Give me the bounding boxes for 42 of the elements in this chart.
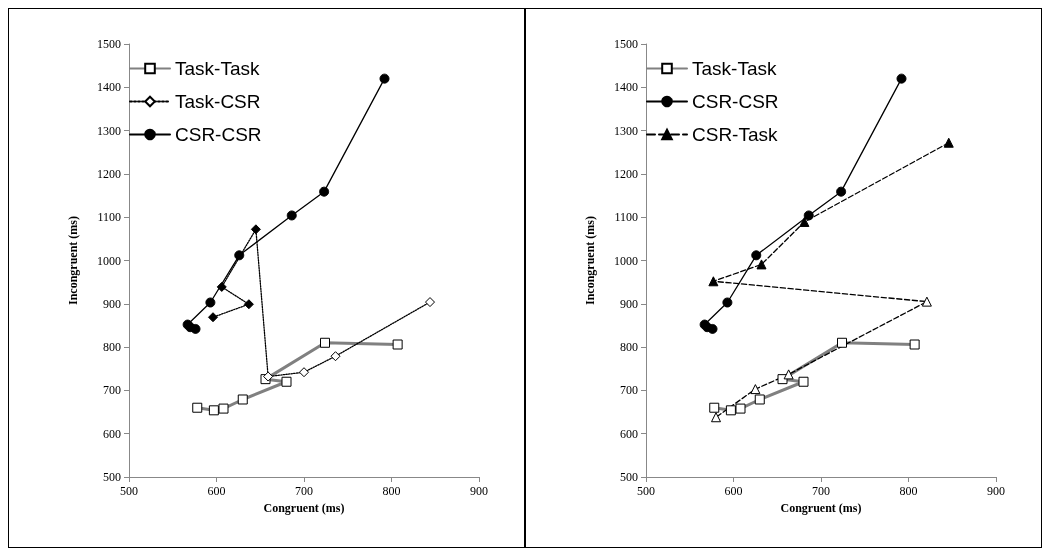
y-tick-label: 800 — [103, 340, 121, 355]
legend-label: CSR-CSR — [175, 124, 262, 145]
y-tick-label: 600 — [103, 426, 121, 441]
y-tick-label: 1000 — [97, 253, 121, 268]
y-tick-label: 600 — [620, 426, 638, 441]
y-tick-label: 700 — [103, 383, 121, 398]
x-axis-title: Congruent (ms) — [263, 501, 345, 515]
x-tick-label: 600 — [724, 484, 743, 498]
x-tick-label: 500 — [637, 484, 655, 498]
y-tick-label: 900 — [620, 296, 638, 311]
y-tick-label: 1300 — [97, 123, 121, 138]
y-tick-label: 1400 — [97, 80, 121, 95]
y-tick-label: 800 — [620, 340, 638, 355]
x-tick-label: 900 — [470, 484, 488, 498]
legend-label: Task-Task — [692, 58, 777, 79]
y-axis-title: Incongruent (ms) — [583, 216, 597, 305]
x-tick-label: 700 — [295, 484, 313, 498]
y-tick-label: 1400 — [614, 80, 638, 95]
y-tick-label: 1300 — [614, 123, 638, 138]
legend-label: CSR-Task — [692, 124, 779, 145]
x-tick-label: 500 — [120, 484, 138, 498]
y-tick-label: 500 — [103, 470, 121, 484]
y-tick-label: 500 — [620, 470, 638, 484]
y-tick-label: 1500 — [614, 37, 638, 51]
x-tick-label: 900 — [987, 484, 1005, 498]
y-tick-label: 1100 — [97, 210, 121, 225]
y-tick-label: 1100 — [614, 210, 638, 225]
x-tick-label: 600 — [207, 484, 226, 498]
legend-label: CSR-CSR — [692, 91, 779, 112]
legend-label: Task-CSR — [175, 91, 261, 112]
y-tick-label: 700 — [620, 383, 638, 398]
y-tick-label: 1200 — [614, 166, 638, 181]
x-tick-label: 800 — [382, 484, 401, 498]
y-tick-label: 1200 — [97, 166, 121, 181]
legend-label: Task-Task — [175, 58, 260, 79]
x-axis-title: Congruent (ms) — [780, 501, 862, 515]
y-tick-label: 1000 — [614, 253, 638, 268]
y-tick-label: 900 — [103, 296, 121, 311]
x-tick-label: 700 — [812, 484, 830, 498]
y-axis-title: Incongruent (ms) — [66, 216, 80, 305]
y-tick-label: 1500 — [97, 37, 121, 51]
x-tick-label: 800 — [899, 484, 918, 498]
